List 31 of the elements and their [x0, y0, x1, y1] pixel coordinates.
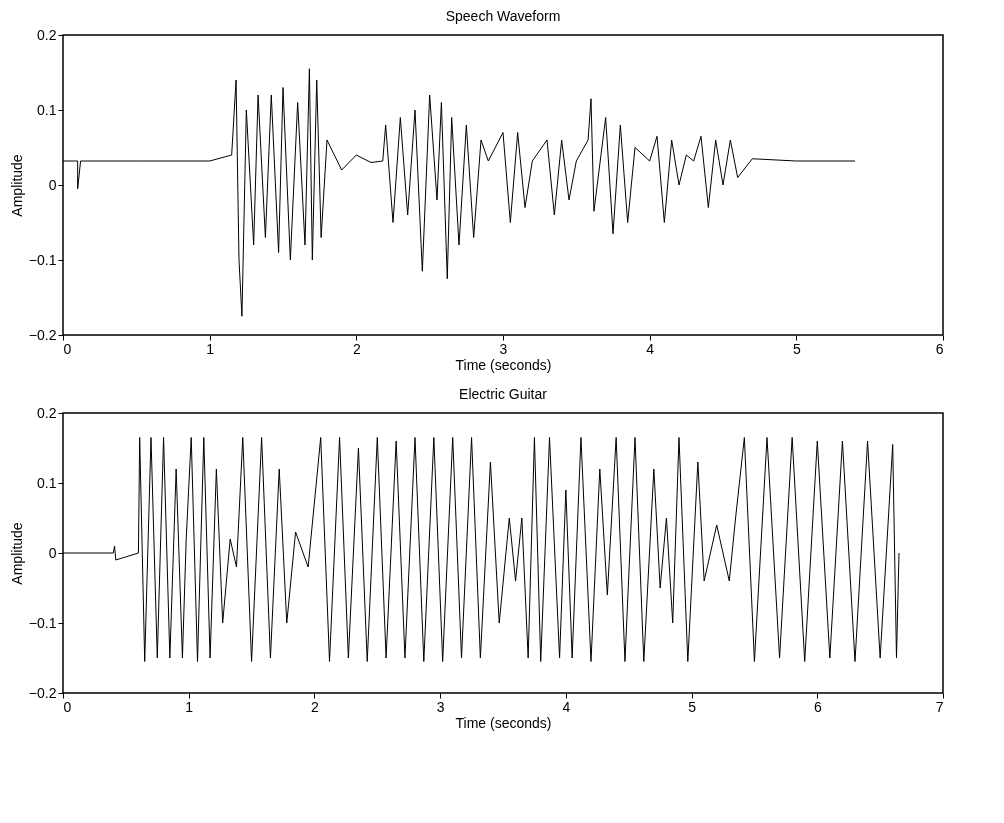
y-tick-label: 0.1: [37, 101, 57, 118]
y-axis-title: Amplitude: [8, 154, 25, 217]
x-tick-label: 4: [562, 698, 571, 715]
x-axis-title: Time (seconds): [455, 356, 552, 373]
x-tick-label: 6: [813, 698, 822, 715]
y-tick-label: 0: [48, 176, 57, 193]
x-tick-label: 6: [935, 340, 944, 357]
y-tick-label: −0.1: [28, 251, 57, 268]
x-tick-label: 3: [436, 698, 445, 715]
x-tick-label: 0: [63, 340, 72, 357]
y-tick-label: −0.1: [28, 614, 57, 631]
x-tick-label: 2: [352, 340, 361, 357]
y-axis-title: Amplitude: [8, 522, 25, 585]
x-tick-label: 2: [311, 698, 320, 715]
x-tick-label: 5: [688, 698, 697, 715]
y-tick-label: −0.2: [28, 326, 57, 343]
x-tick-label: 5: [792, 340, 801, 357]
x-tick-label: 0: [63, 698, 72, 715]
x-tick-label: 4: [646, 340, 655, 357]
y-tick-label: 0: [48, 544, 57, 561]
y-tick-label: −0.2: [28, 684, 57, 701]
x-tick-label: 1: [206, 340, 215, 357]
chart-title: Electric Guitar: [459, 386, 548, 402]
y-tick-label: 0.2: [37, 404, 57, 421]
x-tick-label: 7: [935, 698, 944, 715]
y-tick-label: 0.1: [37, 474, 57, 491]
x-axis-title: Time (seconds): [455, 714, 552, 731]
chart-title: Speech Waveform: [445, 8, 561, 24]
x-tick-label: 1: [185, 698, 194, 715]
y-tick-label: 0.2: [37, 26, 57, 43]
x-tick-label: 3: [499, 340, 508, 357]
